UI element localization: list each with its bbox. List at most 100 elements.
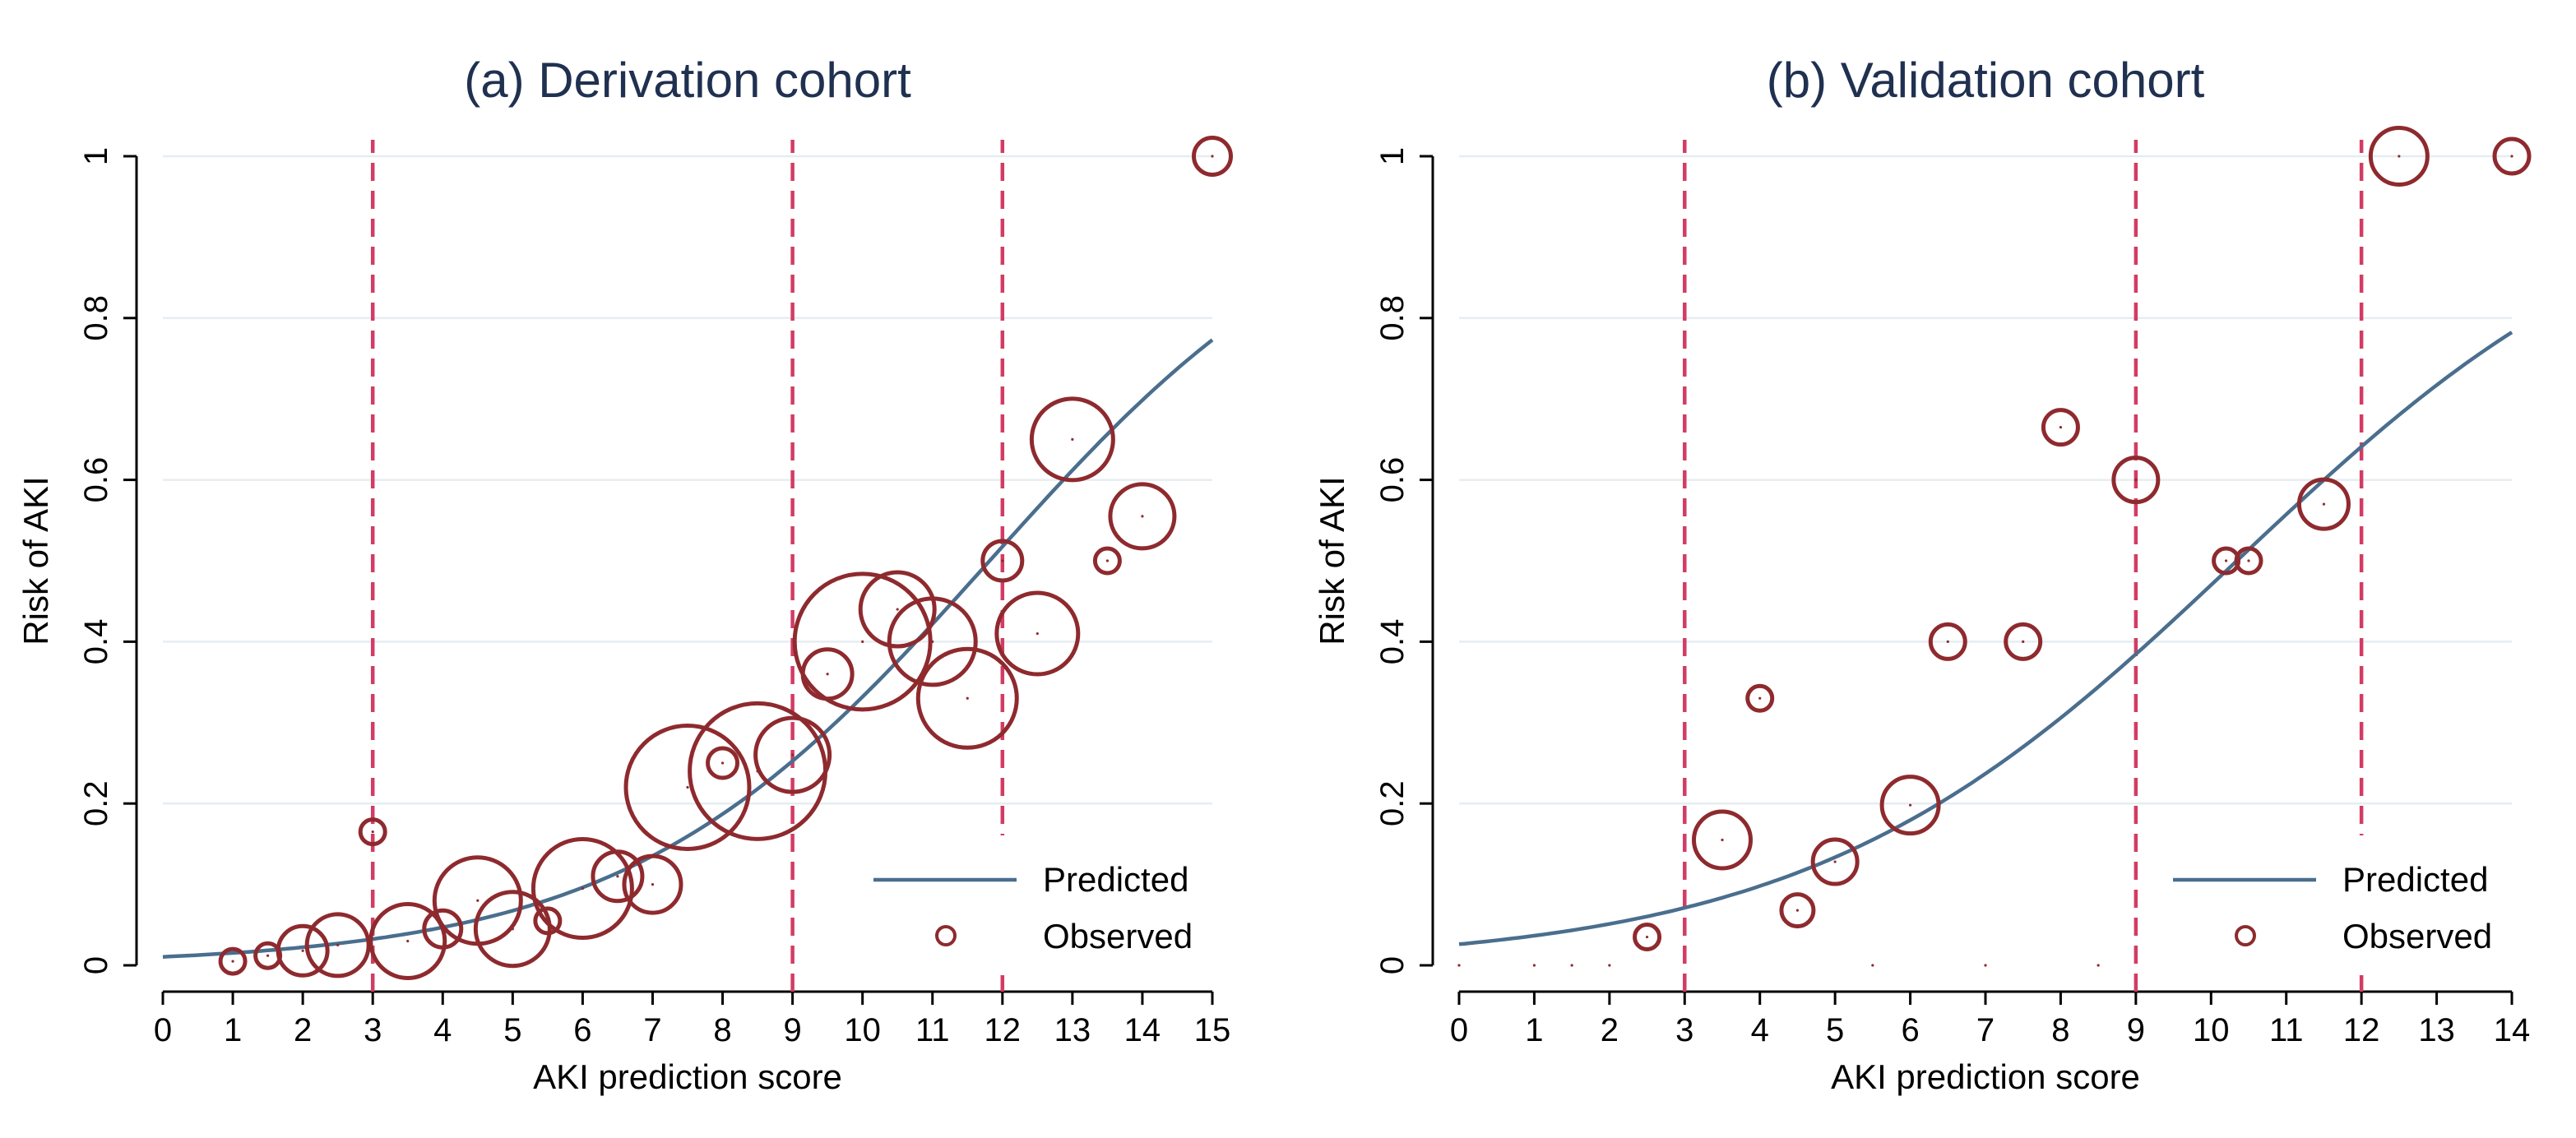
observed-point: [276, 923, 330, 978]
observed-point: [994, 590, 1081, 677]
observed-center-dot: [266, 954, 270, 957]
x-tick-label: 7: [1976, 1012, 1995, 1048]
observed-center-dot: [231, 960, 234, 963]
x-tick-label: 12: [985, 1012, 1022, 1048]
observed-center-dot: [1457, 964, 1461, 967]
observed-center-dot: [720, 761, 725, 765]
x-tick-label: 10: [2193, 1012, 2230, 1048]
observed-center-dot: [1833, 860, 1837, 863]
observed-point: [2111, 456, 2161, 505]
y-tick-label: 0.2: [1374, 780, 1411, 826]
legend-observed-swatch: [935, 925, 957, 946]
observed-center-dot: [1721, 838, 1724, 842]
observed-point: [1879, 775, 1941, 836]
x-tick-label: 4: [1751, 1012, 1769, 1048]
observed-point: [422, 908, 464, 950]
observed-center-dot: [2134, 479, 2138, 482]
x-tick-label: 14: [2494, 1012, 2531, 1048]
x-tick-label: 1: [224, 1012, 242, 1048]
observed-point: [2004, 622, 2043, 661]
observed-point: [2234, 546, 2263, 576]
y-tick-label: 0.2: [78, 780, 114, 826]
x-tick-label: 13: [1054, 1012, 1091, 1048]
x-tick-label: 3: [1675, 1012, 1693, 1048]
legend-box: [2158, 835, 2535, 975]
x-tick-label: 9: [783, 1012, 801, 1048]
observed-center-dot: [1211, 155, 1214, 158]
observed-center-dot: [1071, 437, 1074, 442]
x-axis-title: AKI prediction score: [533, 1057, 842, 1096]
observed-point: [473, 890, 552, 969]
x-tick-label: 5: [1826, 1012, 1844, 1048]
y-tick-label: 0.4: [78, 619, 114, 665]
x-axis-title: AKI prediction score: [1831, 1057, 2140, 1096]
x-tick-label: 7: [643, 1012, 661, 1048]
observed-center-dot: [2322, 502, 2326, 506]
observed-center-dot: [1141, 515, 1144, 518]
observed-point: [792, 571, 933, 712]
legend-observed-label: Observed: [1043, 917, 1193, 955]
observed-point: [1633, 923, 1662, 952]
observed-center-dot: [2247, 559, 2250, 562]
x-tick-label: 2: [294, 1012, 312, 1048]
x-tick-label: 11: [2269, 1012, 2304, 1048]
y-tick-label: 1: [1374, 147, 1411, 165]
observed-point: [591, 849, 645, 904]
x-tick-label: 9: [2127, 1012, 2145, 1048]
observed-point: [1692, 809, 1753, 871]
observed-center-dot: [406, 939, 410, 943]
observed-point: [530, 837, 634, 941]
x-tick-label: 15: [1194, 1012, 1231, 1048]
x-tick-label: 0: [1450, 1012, 1468, 1048]
observed-center-dot: [826, 673, 829, 676]
observed-point: [1745, 683, 1775, 713]
observed-center-dot: [511, 928, 514, 931]
observed-point: [622, 854, 683, 915]
x-tick-label: 1: [1525, 1012, 1543, 1048]
observed-center-dot: [1608, 964, 1611, 967]
observed-center-dot: [1984, 964, 1987, 967]
observed-center-dot: [2224, 559, 2228, 562]
observed-point: [304, 912, 371, 978]
legend-observed-swatch: [2235, 925, 2256, 946]
observed-center-dot: [2510, 155, 2513, 158]
chart-title: (b) Validation cohort: [1767, 53, 2205, 108]
legend-box: [859, 835, 1235, 975]
observed-center-dot: [1758, 696, 1762, 700]
observed-center-dot: [1035, 631, 1039, 636]
observed-center-dot: [581, 886, 585, 891]
predicted-curve: [162, 338, 1214, 959]
observed-point: [533, 906, 563, 936]
observed-point: [1029, 396, 1115, 483]
observed-point: [623, 724, 752, 852]
observed-point: [2296, 477, 2351, 531]
observed-point: [858, 570, 937, 649]
y-tick-label: 0.8: [78, 295, 114, 341]
predicted-curve: [1458, 331, 2513, 946]
observed-center-dot: [2059, 426, 2063, 429]
y-axis-title: Risk of AKI: [1313, 476, 1351, 645]
observed-center-dot: [861, 640, 864, 644]
observed-point: [1779, 892, 1816, 929]
observed-point: [706, 746, 740, 780]
observed-center-dot: [616, 875, 619, 878]
x-tick-label: 6: [1901, 1012, 1919, 1048]
x-tick-label: 2: [1601, 1012, 1619, 1048]
y-tick-label: 0.4: [1374, 619, 1411, 665]
observed-center-dot: [896, 608, 899, 611]
observed-point: [2492, 136, 2532, 176]
observed-center-dot: [1105, 559, 1109, 562]
observed-center-dot: [686, 785, 689, 789]
observed-center-dot: [1001, 559, 1004, 562]
observed-point: [218, 946, 248, 976]
observed-point: [2212, 546, 2241, 576]
chart-title: (a) Derivation cohort: [464, 53, 911, 108]
y-tick-label: 0.6: [1374, 457, 1411, 503]
observed-center-dot: [1645, 935, 1649, 939]
y-tick-label: 0.6: [78, 457, 114, 503]
observed-point: [2041, 408, 2080, 447]
y-tick-label: 0: [78, 956, 114, 974]
